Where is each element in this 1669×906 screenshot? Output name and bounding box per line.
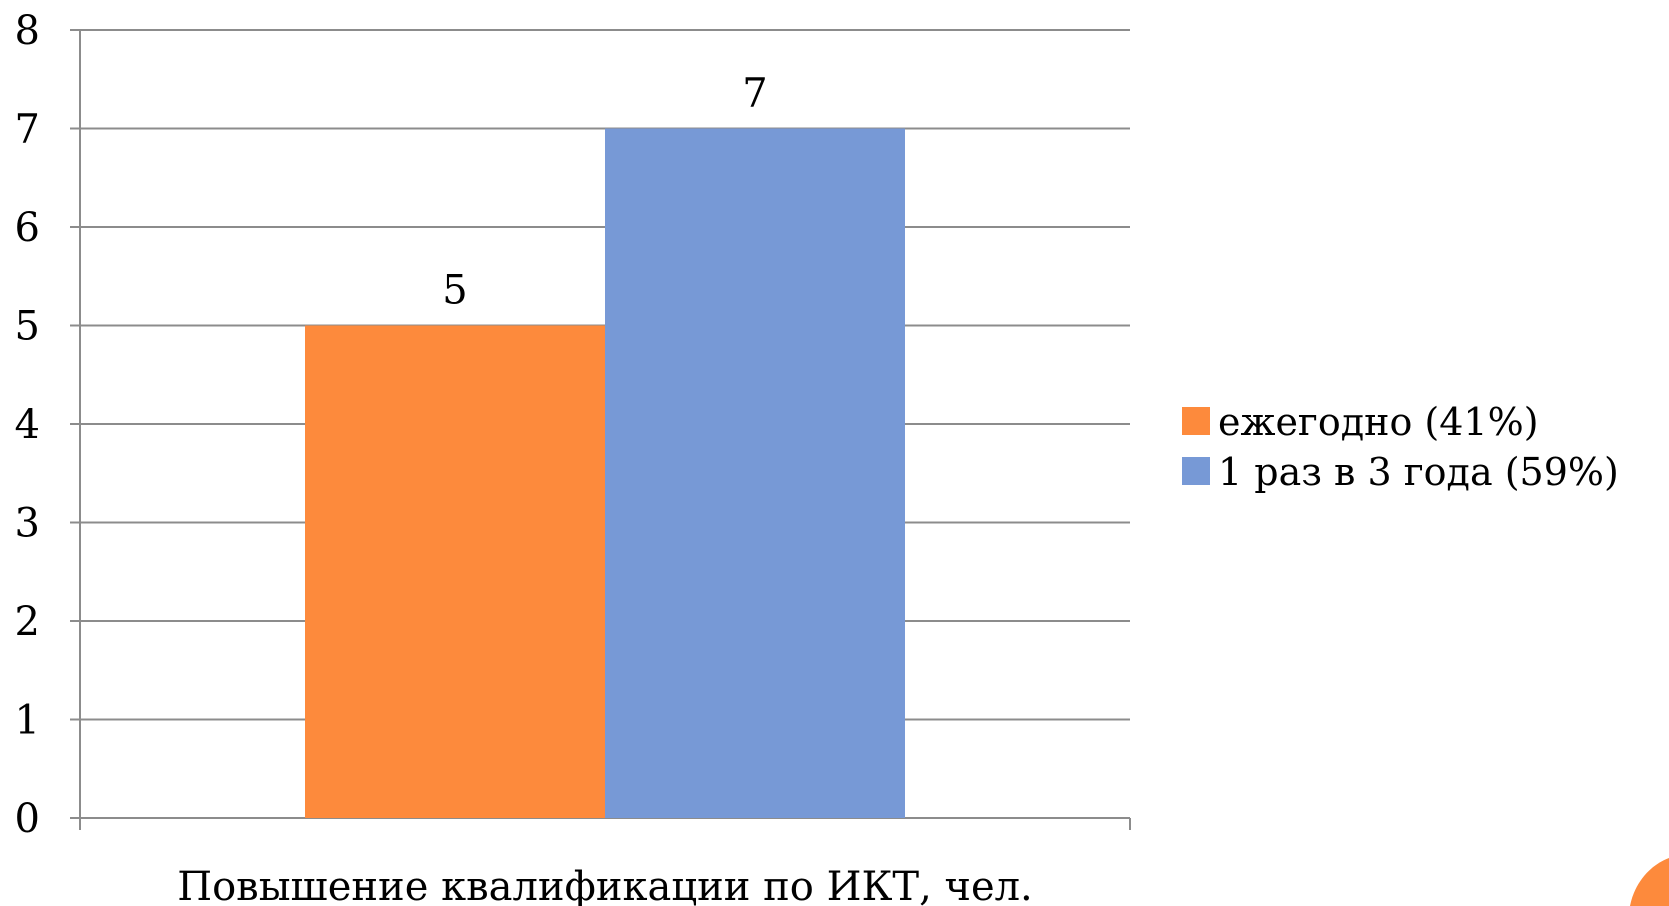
bars <box>305 128 905 818</box>
y-tick-label: 2 <box>15 599 40 645</box>
corner-accent-shape <box>1630 858 1669 906</box>
y-tick-label: 7 <box>15 107 40 153</box>
category-label: Повышение квалификации по ИКТ, чел. <box>177 864 1033 906</box>
y-tick-label: 4 <box>15 402 40 448</box>
legend: ежегодно (41%) 1 раз в 3 года (59%) <box>1182 400 1619 494</box>
data-label: 7 <box>742 71 767 117</box>
y-tick-label: 1 <box>15 698 40 744</box>
data-labels: 57 <box>442 71 767 314</box>
y-tick-label: 0 <box>15 796 40 842</box>
y-tick-labels: 0 1 2 3 4 5 6 7 8 <box>15 8 40 842</box>
legend-label: 1 раз в 3 года (59%) <box>1218 450 1619 494</box>
bar-series-1 <box>305 325 605 818</box>
legend-label: ежегодно (41%) <box>1218 400 1539 444</box>
legend-swatch <box>1182 457 1210 485</box>
y-tick-label: 6 <box>15 205 40 251</box>
y-tick-label: 3 <box>15 501 40 547</box>
legend-swatch <box>1182 407 1210 435</box>
data-label: 5 <box>442 268 467 314</box>
y-tick-label: 8 <box>15 8 40 54</box>
bar-series-2 <box>605 128 905 818</box>
y-tick-label: 5 <box>15 304 40 350</box>
